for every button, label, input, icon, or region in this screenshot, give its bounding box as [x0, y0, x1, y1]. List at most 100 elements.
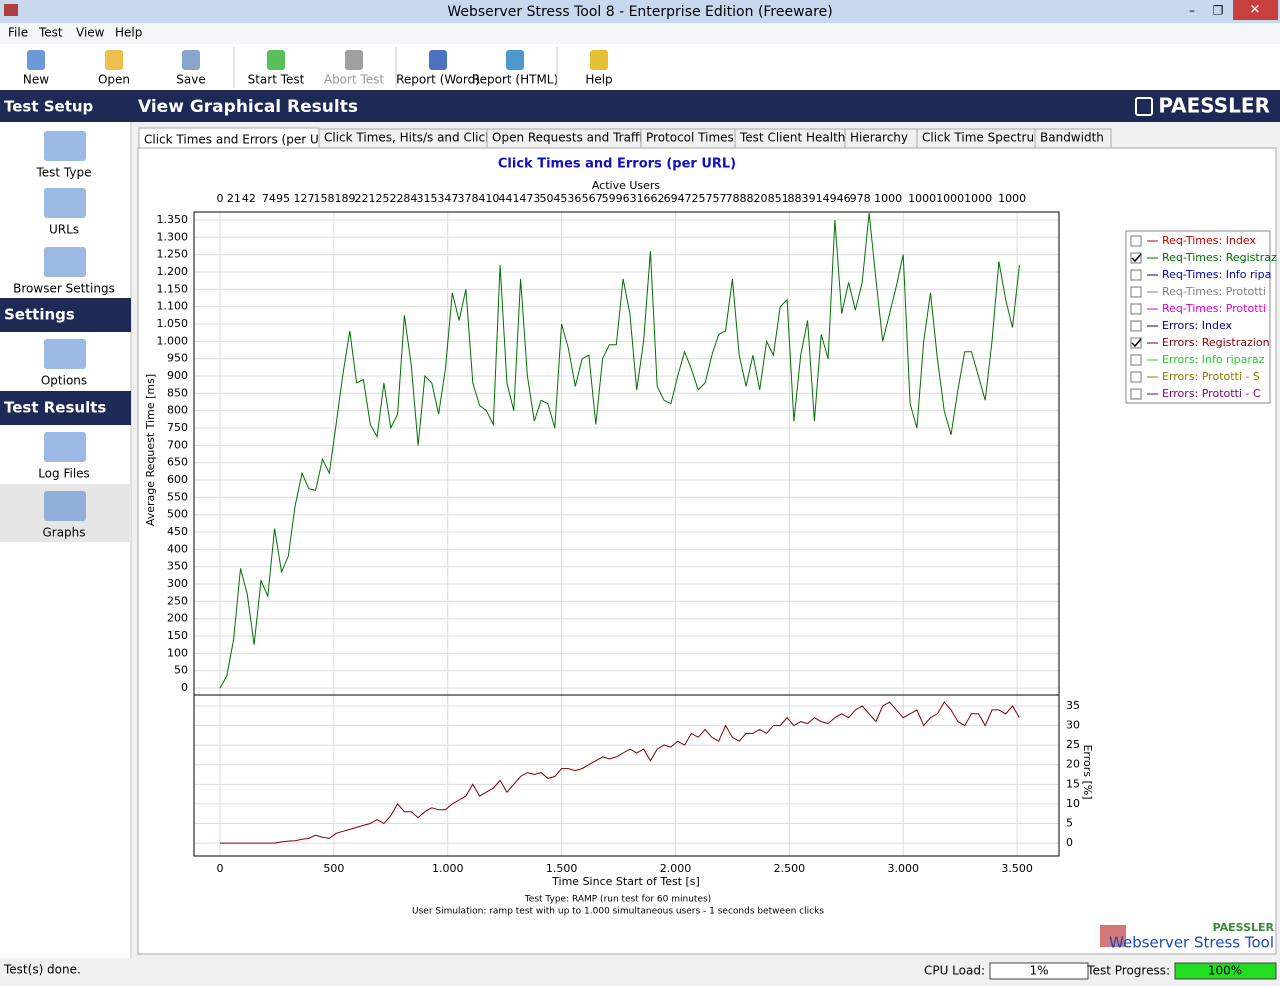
x2-tick-label: 221 — [355, 192, 376, 205]
toolbar-button[interactable]: Help — [585, 73, 612, 87]
toolbar-button[interactable]: New — [23, 73, 49, 87]
legend-checkbox[interactable] — [1130, 320, 1142, 332]
product-name: Webserver Stress Tool — [1109, 934, 1274, 952]
legend-entry[interactable]: Errors: Prototti - C — [1162, 387, 1261, 400]
tab-label[interactable]: Click Times, Hits/s and Clicks/s — [324, 131, 509, 145]
legend-entry[interactable]: Errors: Prototti - S — [1162, 370, 1260, 383]
legend-entry[interactable]: Errors: Registrazion — [1162, 336, 1270, 349]
x2-tick-label: 284 — [396, 192, 417, 205]
y-tick-label: 1.350 — [157, 213, 189, 226]
cpu-label: CPU Load: — [924, 964, 985, 978]
toolbar-button[interactable]: Abort Test — [324, 73, 385, 87]
tab-label[interactable]: Click Time Spectrum — [922, 131, 1046, 145]
nav-item[interactable]: Log Files — [38, 467, 90, 481]
toolbar-button[interactable]: Report (HTML) — [472, 73, 558, 87]
x2-tick-label: 694 — [664, 192, 685, 205]
y-tick-label: 50 — [174, 664, 188, 677]
x-tick-label: 3.000 — [887, 862, 919, 875]
nav-icon — [44, 339, 86, 369]
toolbar-button[interactable]: Report (Word) — [396, 73, 480, 87]
menu-item[interactable]: View — [76, 26, 105, 40]
nav-section-title[interactable]: Test Results — [4, 399, 106, 417]
legend-entry[interactable]: Req-Times: Index — [1162, 234, 1256, 247]
tab-label[interactable]: Click Times and Errors (per URL) — [144, 133, 338, 147]
toolbar-button[interactable]: Save — [176, 73, 205, 87]
legend-checkbox[interactable] — [1130, 354, 1142, 366]
y-tick-label: 0 — [181, 681, 188, 694]
close-icon: ✕ — [1250, 3, 1261, 18]
legend-entry[interactable]: Req-Times: Prototti — [1162, 302, 1266, 315]
progress-bar — [1174, 962, 1277, 980]
nav-item[interactable]: URLs — [49, 223, 79, 237]
legend-entry[interactable]: Req-Times: Info ripa — [1162, 268, 1271, 281]
x2-tick-label: 252 — [375, 192, 396, 205]
legend-checkbox[interactable] — [1130, 371, 1142, 383]
legend-checkbox[interactable] — [1130, 252, 1142, 264]
y2-tick-label: 20 — [1066, 758, 1080, 771]
menu-item[interactable]: Test — [38, 26, 63, 40]
legend-entry[interactable]: Errors: Index — [1162, 319, 1233, 332]
toolbar-button[interactable]: Start Test — [248, 73, 305, 87]
x2-tick-label: 946 — [830, 192, 851, 205]
y-tick-label: 150 — [167, 629, 188, 642]
chart-note: User Simulation: ramp test with up to 1.… — [412, 907, 824, 917]
x2-tick-label: 788 — [726, 192, 747, 205]
nav-icon — [44, 247, 86, 277]
chart-title: Click Times and Errors (per URL) — [498, 157, 736, 172]
nav-section — [0, 391, 131, 425]
legend — [1125, 230, 1271, 404]
toolbar-icon — [429, 50, 447, 70]
legend-checkbox[interactable] — [1130, 235, 1142, 247]
nav-section-title[interactable]: Settings — [4, 306, 75, 324]
nav-item[interactable]: Options — [41, 374, 87, 388]
y-tick-label: 950 — [167, 352, 188, 365]
tab-label[interactable]: Hierarchy — [850, 131, 908, 145]
y-tick-label: 1.100 — [157, 300, 189, 313]
series-line — [220, 701, 1020, 844]
legend-entry[interactable]: Req-Times: Prototti — [1162, 285, 1266, 298]
nav-section-title[interactable]: Test Setup — [4, 98, 94, 116]
close-button[interactable] — [1233, 0, 1278, 20]
x-tick-label: 1.000 — [432, 862, 464, 875]
y-tick-label: 200 — [167, 612, 188, 625]
toolbar-button[interactable]: Open — [98, 73, 130, 87]
legend-checkbox[interactable] — [1130, 337, 1142, 349]
legend-checkbox[interactable] — [1130, 286, 1142, 298]
nav-item[interactable]: Graphs — [42, 526, 85, 540]
menu-item[interactable]: File — [8, 26, 28, 40]
x2-tick-label: 1000 — [998, 192, 1026, 205]
nav-item[interactable]: Test Type — [35, 166, 91, 180]
legend-checkbox[interactable] — [1130, 388, 1142, 400]
tab-label[interactable]: Bandwidth — [1040, 131, 1104, 145]
y2-axis-title: Errors [%] — [1081, 744, 1094, 799]
toolbar-icon — [590, 50, 608, 70]
x2-axis-title: Active Users — [592, 179, 661, 192]
toolbar-icon — [267, 50, 285, 70]
tab-label[interactable]: Protocol Times — [646, 131, 734, 145]
toolbar-icon — [105, 50, 123, 70]
x2-tick-label: 473 — [519, 192, 540, 205]
y-tick-label: 900 — [167, 369, 188, 382]
x-tick-label: 2.000 — [660, 862, 692, 875]
brand-small: PAESSLER — [1213, 921, 1275, 934]
legend-entry[interactable]: Errors: Info riparaz — [1162, 353, 1265, 366]
x2-tick-label: 410 — [478, 192, 499, 205]
x2-tick-label: 189 — [334, 192, 355, 205]
legend-entry[interactable]: Req-Times: Registraz — [1162, 251, 1277, 264]
y-tick-label: 1.250 — [157, 248, 189, 261]
nav-item[interactable]: Browser Settings — [13, 282, 115, 296]
maximize-icon[interactable]: ❐ — [1213, 4, 1224, 18]
y-tick-label: 1.150 — [157, 282, 189, 295]
y-axis-title: Average Request Time [ms] — [144, 374, 157, 526]
tab-label[interactable]: Test Client Health — [739, 131, 845, 145]
legend-checkbox[interactable] — [1130, 303, 1142, 315]
header-title: View Graphical Results — [138, 97, 358, 117]
minimize-icon[interactable]: – — [1189, 4, 1195, 18]
x2-tick-label: 662 — [644, 192, 665, 205]
y2-tick-label: 25 — [1066, 738, 1080, 751]
tab-label[interactable]: Open Requests and Traffic — [492, 131, 649, 145]
legend-checkbox[interactable] — [1130, 269, 1142, 281]
toolbar-icon — [27, 50, 45, 70]
menu-item[interactable]: Help — [115, 26, 142, 40]
x2-tick-label: 0 — [216, 192, 223, 205]
